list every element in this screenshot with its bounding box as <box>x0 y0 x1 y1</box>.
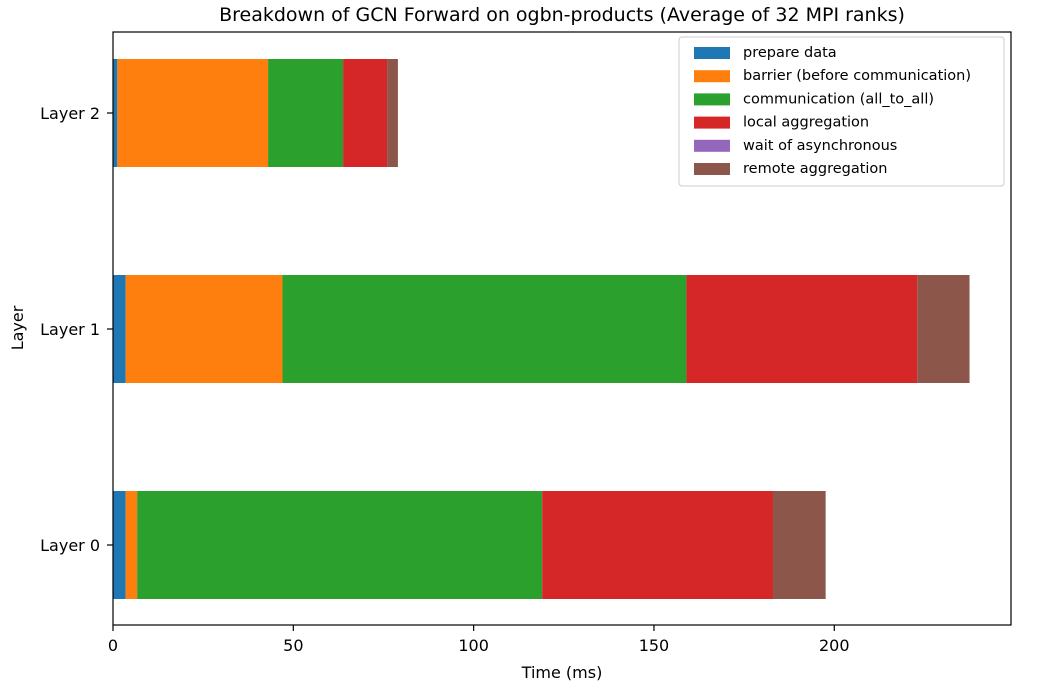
bar-layer-1-communication-all-to-all <box>282 275 687 383</box>
legend-swatch-local-aggregation <box>694 116 730 129</box>
bar-layer-0-remote-aggregation <box>772 491 826 599</box>
bar-layer-1-barrier-before-communication <box>125 275 283 383</box>
legend: prepare data barrier (before communicatio… <box>678 36 1005 187</box>
legend-box <box>678 36 1005 187</box>
bar-layer-2-prepare-data <box>113 59 118 167</box>
y-axis-label: Layer <box>8 305 27 350</box>
x-tick-label: 0 <box>108 636 118 655</box>
legend-label-wait-of-asynchronous: wait of asynchronous <box>743 138 897 154</box>
legend-label-barrier-before-communication: barrier (before communication) <box>743 68 971 84</box>
x-tick-label: 200 <box>819 636 850 655</box>
x-tick-label: 50 <box>283 636 303 655</box>
bar-layer-2-local-aggregation <box>343 59 388 167</box>
bar-layer-1-prepare-data <box>113 275 126 383</box>
legend-swatch-barrier-before-communication <box>694 70 730 83</box>
bar-layer-1-local-aggregation <box>686 275 918 383</box>
x-axis-label: Time (ms) <box>521 663 603 682</box>
legend-label-remote-aggregation: remote aggregation <box>743 161 888 177</box>
y-tick-label: Layer 0 <box>40 536 100 555</box>
x-tick-label: 150 <box>639 636 670 655</box>
x-tick-label: 100 <box>458 636 489 655</box>
legend-swatch-communication-all-to-all <box>694 93 730 106</box>
bar-layer-0-prepare-data <box>113 491 126 599</box>
bar-layer-0-local-aggregation <box>542 491 773 599</box>
bar-layer-2-remote-aggregation <box>387 59 398 167</box>
bar-layer-2-communication-all-to-all <box>268 59 344 167</box>
x-axis-ticks: 0 50 100 150 200 <box>108 625 850 655</box>
y-axis-ticks: Layer 0 Layer 1 Layer 2 <box>40 104 113 555</box>
legend-label-local-aggregation: local aggregation <box>743 115 869 131</box>
bar-layer-2-barrier-before-communication <box>117 59 269 167</box>
legend-label-communication-all-to-all: communication (all_to_all) <box>743 91 934 107</box>
legend-swatch-remote-aggregation <box>694 163 730 175</box>
y-tick-label: Layer 2 <box>40 104 100 123</box>
bar-layer-1-remote-aggregation <box>917 275 970 383</box>
bar-layer-0-communication-all-to-all <box>137 491 543 599</box>
y-tick-label: Layer 1 <box>40 320 100 339</box>
bar-layer-0-barrier-before-communication <box>125 491 138 599</box>
legend-swatch-prepare-data <box>694 47 730 59</box>
legend-label-prepare-data: prepare data <box>743 45 837 61</box>
legend-swatch-wait-of-asynchronous <box>694 139 730 152</box>
chart-title: Breakdown of GCN Forward on ogbn-product… <box>219 4 905 26</box>
plot-frame <box>112 31 1012 626</box>
bars-group <box>113 59 970 599</box>
